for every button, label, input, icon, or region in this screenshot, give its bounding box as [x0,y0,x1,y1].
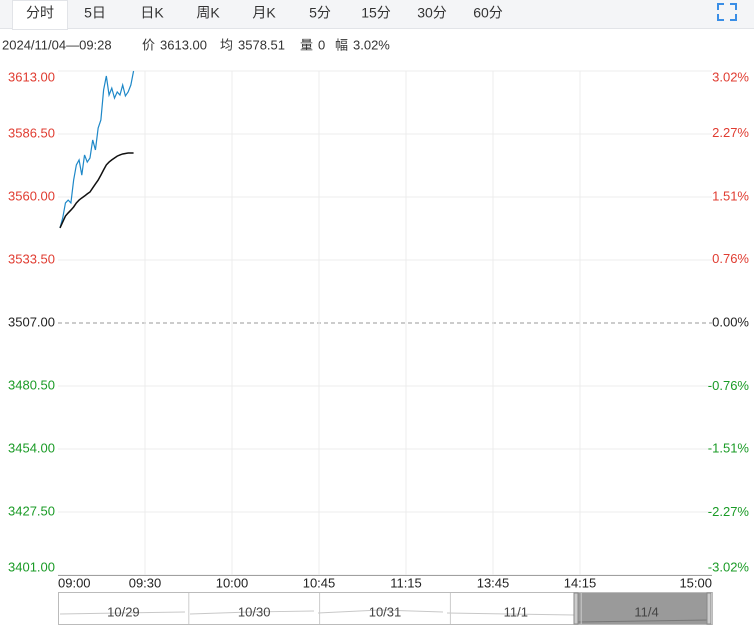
tab[interactable]: 15分 [361,5,391,21]
y-tick-label: 3533.50 [8,251,55,266]
tab[interactable]: 5日 [84,5,106,21]
tab[interactable]: 30分 [417,5,447,21]
navigator-handle[interactable] [706,592,712,625]
x-tick-label: 10:00 [216,575,249,590]
tab[interactable]: 5分 [309,5,331,21]
tab[interactable]: 60分 [473,5,503,21]
navigator-date[interactable]: 11/1 [504,604,528,619]
price-line [59,152,134,229]
y-tick-label: 3401.00 [8,559,55,574]
navigator-sparkline [577,619,709,623]
x-tick-label: 10:45 [303,575,336,590]
y2-tick-label: 1.51% [712,188,749,203]
info-label: 幅 [335,37,348,52]
fullscreen-icon[interactable] [717,3,737,21]
navigator-date[interactable]: 10/29 [107,604,140,619]
x-tick-label: 13:45 [477,575,510,590]
info-value: 3613.00 [160,37,207,52]
navigator-date[interactable]: 10/30 [238,604,271,619]
y-tick-label: 3613.00 [8,69,55,84]
y-tick-label: 3560.00 [8,188,55,203]
info-label: 量 [300,37,313,52]
info-label: 价 [142,37,155,52]
price-line [59,70,135,229]
info-label: 均 [220,37,233,52]
tab[interactable]: 月K [252,5,276,21]
x-tick-label: 09:30 [129,575,162,590]
y2-tick-label: 3.02% [712,69,749,84]
navigator-handle[interactable] [573,592,579,625]
info-value: 0 [318,37,325,52]
y2-tick-label: -3.02% [708,559,750,574]
navigator-date[interactable]: 10/31 [369,604,402,619]
y2-tick-label: 2.27% [712,125,749,140]
y-tick-label: 3454.00 [8,440,55,455]
y2-tick-label: -2.27% [708,504,750,519]
y2-tick-label: -1.51% [708,440,750,455]
y2-tick-label: 0.00% [712,314,749,329]
navigator-date[interactable]: 11/4 [634,604,658,619]
tab[interactable]: 日K [140,5,164,21]
navigator-sparkline [59,609,575,616]
x-tick-label: 09:00 [58,575,91,590]
info-datetime: 2024/11/04—09:28 [2,37,112,52]
active-tab [12,0,68,30]
y-tick-label: 3480.50 [8,377,55,392]
y-tick-label: 3586.50 [8,125,55,140]
tab[interactable]: 周K [196,5,220,21]
tab-bar [0,0,754,28]
x-tick-label: 14:15 [564,575,597,590]
y2-tick-label: 0.76% [712,251,749,266]
y-tick-label: 3427.50 [8,503,55,518]
y2-tick-label: -0.76% [708,378,750,393]
tab[interactable]: 分时 [26,5,54,21]
x-tick-label: 15:00 [679,575,712,590]
info-value: 3.02% [353,37,390,52]
x-tick-label: 11:15 [390,575,422,590]
y-tick-label: 3507.00 [8,314,55,329]
navigator-selection[interactable] [576,593,710,624]
info-value: 3578.51 [238,37,285,52]
